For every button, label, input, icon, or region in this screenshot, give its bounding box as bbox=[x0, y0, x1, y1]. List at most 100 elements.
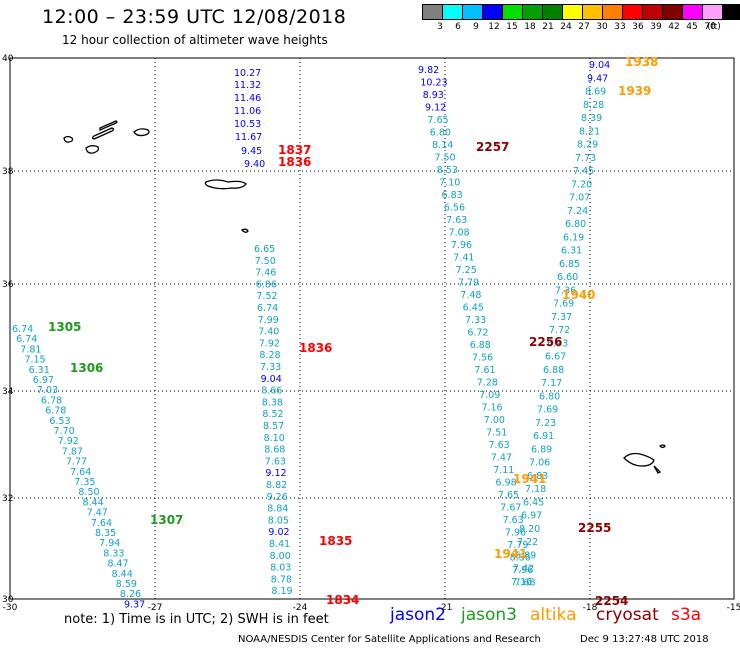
wave-height-value: 7.79 bbox=[458, 278, 479, 289]
wave-height-value: 7.52 bbox=[256, 291, 277, 302]
wave-height-value: 7.56 bbox=[472, 353, 493, 364]
lat-tick-label: 36 bbox=[2, 280, 14, 290]
wave-height-value: 8.41 bbox=[269, 539, 290, 550]
wave-height-value: 6.19 bbox=[563, 232, 584, 243]
wave-height-value: 6.93 bbox=[547, 338, 568, 349]
color-scale-labels: 3 6 9 12 15 18 21 24 27 30 33 36 39 42 45 70 (ft) bbox=[422, 20, 740, 34]
island-santa-maria bbox=[240, 228, 249, 233]
wave-height-value: 7.18 bbox=[525, 484, 546, 495]
wave-height-value: 7.33 bbox=[465, 315, 486, 326]
wave-height-value: 8.35 bbox=[95, 528, 116, 539]
wave-height-value: 7.09 bbox=[479, 390, 500, 401]
wave-height-value: 7.17 bbox=[541, 378, 562, 389]
wave-height-value: 9.47 bbox=[587, 73, 608, 84]
wave-height-value: 7.47 bbox=[87, 508, 108, 519]
islands bbox=[63, 120, 666, 474]
wave-height-value: 7.20 bbox=[571, 179, 592, 190]
wave-height-value: 6.97 bbox=[33, 375, 54, 386]
wave-height-value: 6.53 bbox=[49, 416, 70, 427]
wave-height-value: 7.79 bbox=[507, 540, 528, 551]
island-terceira bbox=[133, 128, 150, 137]
wave-height-value: 6.72 bbox=[467, 328, 488, 339]
wave-height-value: 8.33 bbox=[103, 548, 124, 559]
island-flores bbox=[63, 135, 74, 143]
wave-height-value: 7.07 bbox=[569, 193, 590, 204]
wave-height-value: 6.78 bbox=[41, 395, 62, 406]
generated-timestamp: Dec 9 13:27:48 UTC 2018 bbox=[580, 634, 709, 645]
lon-tick-label: -27 bbox=[148, 603, 163, 613]
wave-height-value: 6.74 bbox=[257, 303, 278, 314]
color-scale-label: 9 bbox=[473, 22, 479, 32]
wave-height-value: 7.15 bbox=[24, 355, 45, 366]
wave-height-value: 8.00 bbox=[270, 551, 291, 562]
pass-times: 1837183618361835183413051306130722572256… bbox=[48, 55, 658, 608]
wave-height-value: 7.63 bbox=[503, 515, 524, 526]
lon-tick-label: -18 bbox=[583, 603, 598, 613]
island-porto-santo bbox=[658, 444, 666, 449]
color-scale-swatches bbox=[422, 4, 740, 20]
wave-height-value: 8.29 bbox=[577, 140, 598, 151]
wave-height-value: 8.57 bbox=[263, 421, 284, 432]
island-desertas bbox=[653, 465, 662, 474]
wave-height-value: 8.26 bbox=[120, 589, 141, 600]
pass-time-label: 2254 bbox=[595, 594, 628, 608]
color-scale-label: 70 bbox=[704, 22, 716, 32]
pass-time-label: 1307 bbox=[150, 513, 183, 527]
wave-height-value: 8.36 bbox=[510, 553, 531, 564]
legend-altika: altika bbox=[530, 605, 577, 625]
wave-height-value: 8.93 bbox=[423, 90, 444, 101]
pass-time-label: 2255 bbox=[578, 521, 611, 535]
pass-time-label: 1836 bbox=[278, 155, 311, 169]
wave-height-value: 7.94 bbox=[99, 538, 120, 549]
page-title: 12:00 – 23:59 UTC 12/08/2018 bbox=[42, 6, 347, 28]
wave-height-value: 9.04 bbox=[261, 374, 282, 385]
wave-height-value: 9.45 bbox=[241, 146, 262, 157]
wave-height-value: 6.97 bbox=[521, 511, 542, 522]
island-sao-jorge bbox=[99, 120, 118, 131]
longitude-axis: -30 -27 -24 -21 -18 -15 bbox=[3, 603, 740, 613]
wave-height-value: 6.80 bbox=[539, 391, 560, 402]
wave-height-value: 7.10 bbox=[439, 178, 460, 189]
color-scale-label: 27 bbox=[578, 22, 590, 32]
map-grid bbox=[10, 58, 734, 599]
wave-height-value: 10.23 bbox=[420, 78, 447, 89]
wave-height-value: 8.53 bbox=[437, 165, 458, 176]
wave-height-value: 7.41 bbox=[453, 253, 474, 264]
wave-height-value: 8.28 bbox=[259, 350, 280, 361]
island-madeira bbox=[623, 452, 655, 467]
wave-height-value: 6.85 bbox=[559, 259, 580, 270]
legend-s3a: s3a bbox=[671, 605, 702, 625]
wave-height-value: 7.00 bbox=[484, 415, 505, 426]
wave-height-value: 8.52 bbox=[262, 409, 283, 420]
lon-tick-label: -30 bbox=[3, 603, 18, 613]
wave-height-value: 7.92 bbox=[58, 436, 79, 447]
wave-height-value: 8.59 bbox=[116, 579, 137, 590]
color-scale-label: 21 bbox=[542, 22, 554, 32]
wave-height-value: 7.92 bbox=[259, 338, 280, 349]
color-scale-label: (ft) bbox=[707, 22, 721, 32]
wave-height-value: 6.60 bbox=[557, 272, 578, 283]
lon-tick-label: -21 bbox=[438, 603, 453, 613]
wave-height-value: 7.63 bbox=[265, 456, 286, 467]
pass-time-label: 2257 bbox=[476, 140, 509, 154]
wave-height-value: 6.31 bbox=[29, 365, 50, 376]
wave-height-value: 9.37 bbox=[124, 599, 145, 610]
wave-height-value: 6.31 bbox=[561, 246, 582, 257]
wave-height-value: 7.77 bbox=[66, 457, 87, 468]
wave-height-value: 7.42 bbox=[513, 564, 534, 575]
wave-height-value: 6.88 bbox=[543, 365, 564, 376]
wave-height-value: 9.82 bbox=[418, 65, 439, 76]
wave-height-value: 11.67 bbox=[235, 132, 262, 143]
wave-height-value: 6.78 bbox=[45, 406, 66, 417]
wave-height-value: 9.12 bbox=[425, 103, 446, 114]
wave-height-value: 8.78 bbox=[271, 574, 292, 585]
wave-height-value: 7.96 bbox=[505, 528, 526, 539]
wave-height-value: 6.65 bbox=[254, 244, 275, 255]
wave-height-value: 11.32 bbox=[234, 80, 261, 91]
pass-time-label: 1941 bbox=[513, 472, 546, 486]
wave-height-value: 7.48 bbox=[460, 290, 481, 301]
wave-height-value: 7.23 bbox=[535, 418, 556, 429]
lat-tick-label: 34 bbox=[2, 387, 14, 397]
pass-time-label: 1836 bbox=[299, 341, 332, 355]
